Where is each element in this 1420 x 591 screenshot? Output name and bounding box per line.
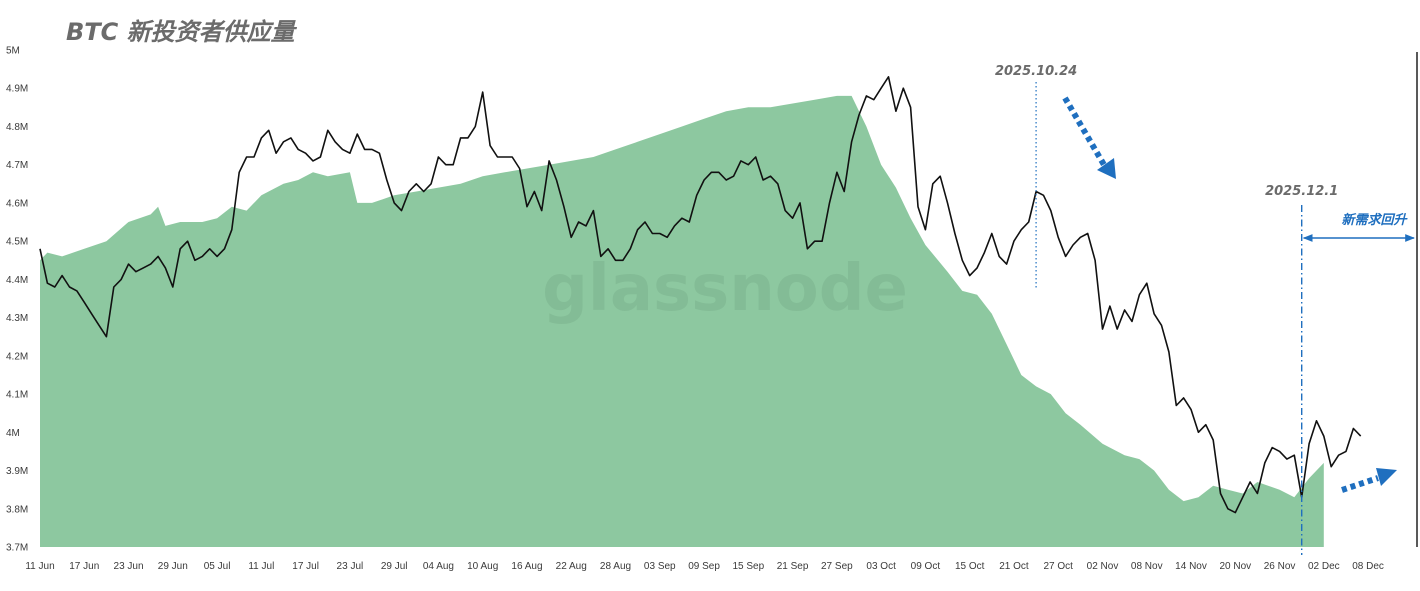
y-tick-label: 4.5M <box>6 237 28 248</box>
x-tick-label: 28 Aug <box>600 561 631 572</box>
annotation-date-label: 2025.10.24 <box>995 64 1077 79</box>
y-tick-label: 3.9M <box>6 466 28 477</box>
x-tick-label: 21 Sep <box>777 561 809 572</box>
x-tick-label: 23 Jul <box>337 561 364 572</box>
watermark-layer: glassnode <box>542 252 908 326</box>
x-tick-label: 17 Jul <box>292 561 319 572</box>
x-tick-label: 29 Jul <box>381 561 408 572</box>
x-tick-label: 10 Aug <box>467 561 498 572</box>
decline-arrow-head <box>1097 158 1116 179</box>
y-tick-label: 4.8M <box>6 122 28 133</box>
x-tick-label: 15 Oct <box>955 561 985 572</box>
y-tick-label: 4.6M <box>6 198 28 209</box>
x-tick-label: 27 Oct <box>1043 561 1073 572</box>
watermark-text: glassnode <box>542 252 908 326</box>
x-tick-label: 26 Nov <box>1264 561 1296 572</box>
x-tick-label: 22 Aug <box>556 561 587 572</box>
y-tick-label: 4.7M <box>6 160 28 171</box>
x-tick-label: 03 Sep <box>644 561 676 572</box>
x-tick-label: 15 Sep <box>732 561 764 572</box>
x-tick-label: 21 Oct <box>999 561 1029 572</box>
y-tick-label: 4.2M <box>6 351 28 362</box>
x-tick-label: 17 Jun <box>69 561 99 572</box>
decline-arrow-shaft <box>1062 96 1110 172</box>
chart-title: BTC 新投资者供应量 <box>66 18 295 46</box>
x-tick-label: 20 Nov <box>1219 561 1251 572</box>
y-tick-label: 3.8M <box>6 504 28 515</box>
y-tick-label: 4.9M <box>6 84 28 95</box>
x-tick-label: 11 Jun <box>25 561 54 572</box>
line-layer <box>39 76 1362 514</box>
y-tick-label: 3.7M <box>6 543 28 554</box>
rise-arrow-head <box>1376 468 1397 486</box>
y-tick-label: 5M <box>6 46 20 57</box>
x-tick-label: 27 Sep <box>821 561 853 572</box>
axis-layer: 3.7M 3.8M 3.9M 4M 4.1M 4.2M 4.3M 4.4M 4.5M 4.6M 4.… <box>6 46 1418 572</box>
x-tick-label: 23 Jun <box>114 561 144 572</box>
x-tick-label: 03 Oct <box>866 561 896 572</box>
x-tick-label: 09 Oct <box>911 561 941 572</box>
x-tick-label: 29 Jun <box>158 561 188 572</box>
area-layer <box>40 95 1324 548</box>
x-tick-label: 02 Dec <box>1308 561 1340 572</box>
area-series <box>40 95 1324 548</box>
x-tick-label: 16 Aug <box>511 561 542 572</box>
x-tick-label: 09 Sep <box>688 561 720 572</box>
y-tick-label: 4M <box>6 428 20 439</box>
line-series <box>39 76 1362 514</box>
y-tick-label: 4.3M <box>6 313 28 324</box>
x-tick-label: 11 Jul <box>248 561 274 572</box>
annotation-label-demand: 新需求回升 <box>1341 212 1408 228</box>
annotation-date-label: 2025.12.1 <box>1265 184 1338 199</box>
x-tick-label: 08 Dec <box>1352 561 1384 572</box>
x-tick-label: 08 Nov <box>1131 561 1163 572</box>
x-tick-label: 14 Nov <box>1175 561 1207 572</box>
y-tick-label: 4.4M <box>6 275 28 286</box>
x-tick-label: 04 Aug <box>423 561 454 572</box>
x-tick-label: 02 Nov <box>1087 561 1119 572</box>
x-tick-label: 05 Jul <box>204 561 231 572</box>
y-tick-label: 4.1M <box>6 390 28 401</box>
rise-arrow-shaft <box>1341 475 1379 493</box>
